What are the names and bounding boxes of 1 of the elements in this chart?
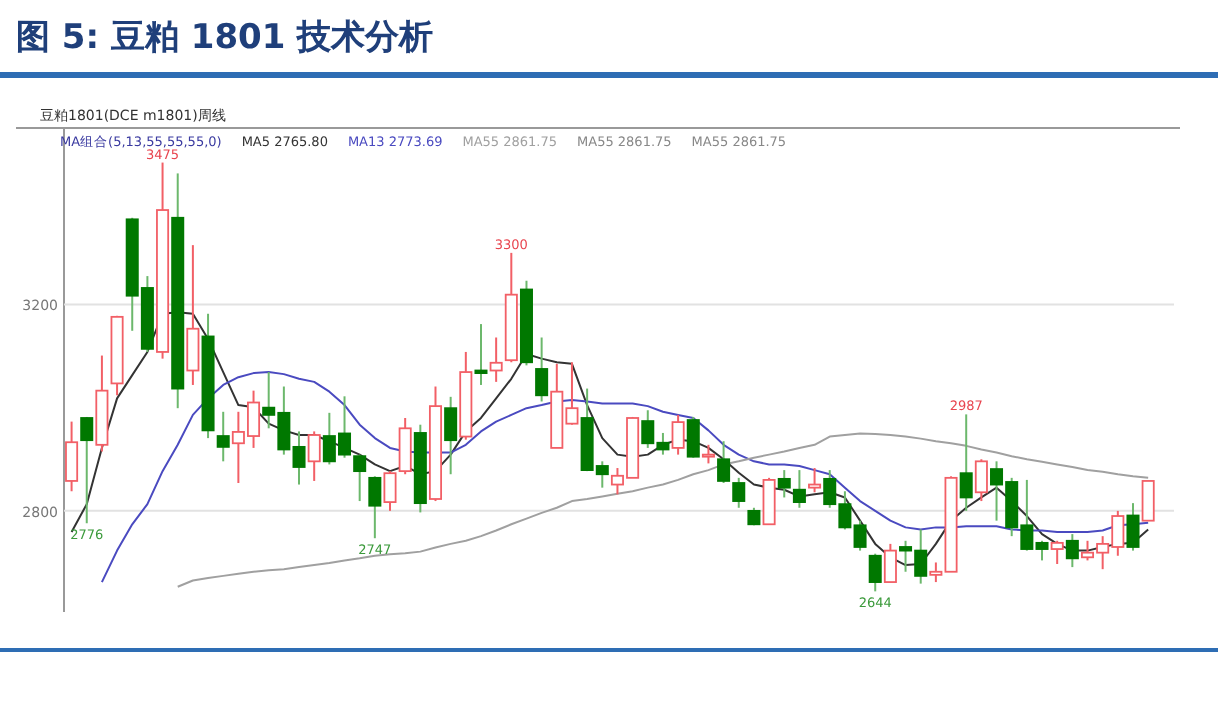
title: 图 5: 豆粕 1801 技术分析: [16, 18, 434, 58]
